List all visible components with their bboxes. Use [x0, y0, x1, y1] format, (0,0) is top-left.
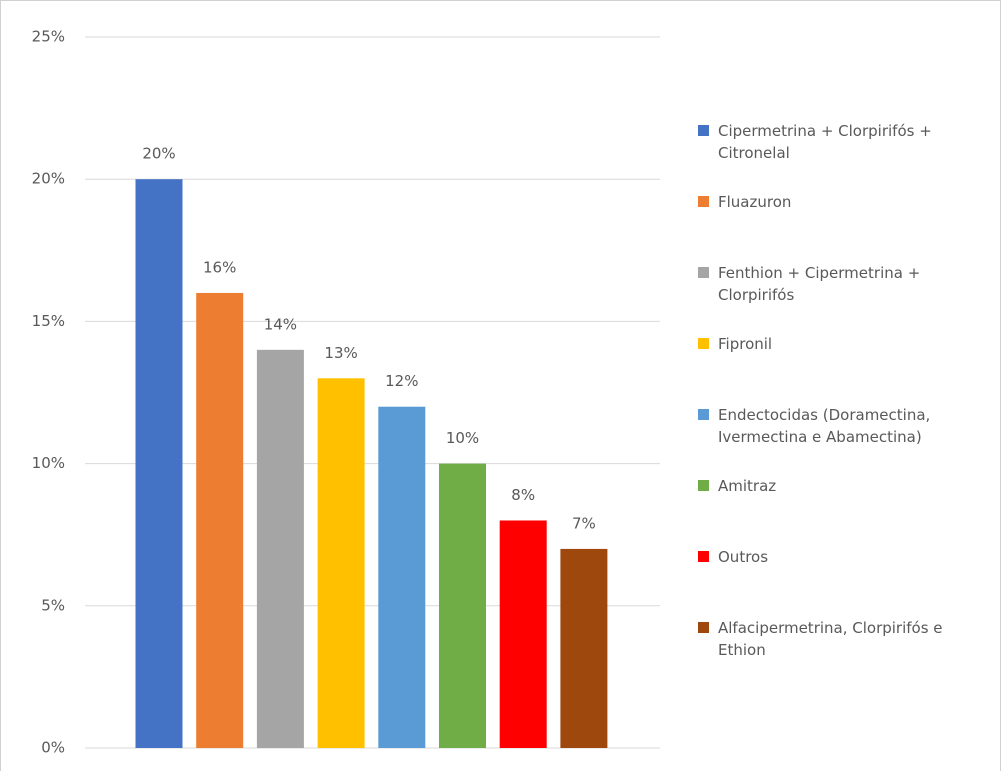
legend-swatch — [698, 409, 709, 420]
legend-item: Fenthion + Cipermetrina + Clorpirifós — [698, 262, 988, 333]
legend-item: Endectocidas (Doramectina, Ivermectina e… — [698, 404, 988, 475]
data-label: 14% — [264, 315, 297, 333]
data-label: 8% — [511, 486, 535, 504]
y-tick-label: 25% — [32, 28, 65, 46]
legend-label: Outros — [718, 548, 769, 566]
bar — [560, 548, 608, 748]
legend-label: Alfacipermetrina, Clorpirifós e Ethion — [718, 619, 943, 659]
bar — [439, 463, 486, 748]
y-tick-label: 5% — [41, 596, 65, 614]
legend-swatch — [698, 551, 709, 562]
legend-item: Fipronil — [698, 333, 988, 404]
legend-swatch — [698, 338, 709, 349]
bar — [317, 378, 365, 748]
legend-swatch — [698, 267, 709, 278]
data-label: 13% — [324, 344, 357, 362]
bar — [135, 179, 183, 748]
bar — [196, 292, 244, 748]
legend: Cipermetrina + Clorpirifós + Citronelal F… — [698, 120, 988, 688]
legend-swatch — [698, 480, 709, 491]
bar — [378, 406, 426, 748]
data-label: 7% — [572, 514, 596, 532]
y-tick-label: 10% — [32, 454, 65, 472]
y-tick-label: 0% — [41, 739, 65, 757]
data-label: 12% — [385, 372, 418, 390]
y-tick-label: 20% — [32, 170, 65, 188]
legend-swatch — [698, 125, 709, 136]
legend-item: Amitraz — [698, 475, 988, 546]
legend-label: Endectocidas (Doramectina, Ivermectina e… — [718, 406, 931, 446]
legend-swatch — [698, 196, 709, 207]
legend-label: Fluazuron — [718, 193, 792, 211]
bar — [499, 520, 547, 748]
legend-item: Outros — [698, 546, 988, 617]
legend-item: Cipermetrina + Clorpirifós + Citronelal — [698, 120, 988, 191]
data-label: 16% — [203, 258, 236, 276]
legend-item: Alfacipermetrina, Clorpirifós e Ethion — [698, 617, 988, 688]
legend-item: Fluazuron — [698, 191, 988, 262]
y-tick-label: 15% — [32, 312, 65, 330]
bar — [256, 349, 304, 748]
legend-label: Fenthion + Cipermetrina + Clorpirifós — [718, 264, 921, 304]
legend-label: Cipermetrina + Clorpirifós + Citronelal — [718, 122, 932, 162]
data-label: 10% — [446, 429, 479, 447]
legend-swatch — [698, 622, 709, 633]
data-label: 20% — [142, 145, 175, 163]
legend-label: Amitraz — [718, 477, 777, 495]
legend-label: Fipronil — [718, 335, 773, 353]
